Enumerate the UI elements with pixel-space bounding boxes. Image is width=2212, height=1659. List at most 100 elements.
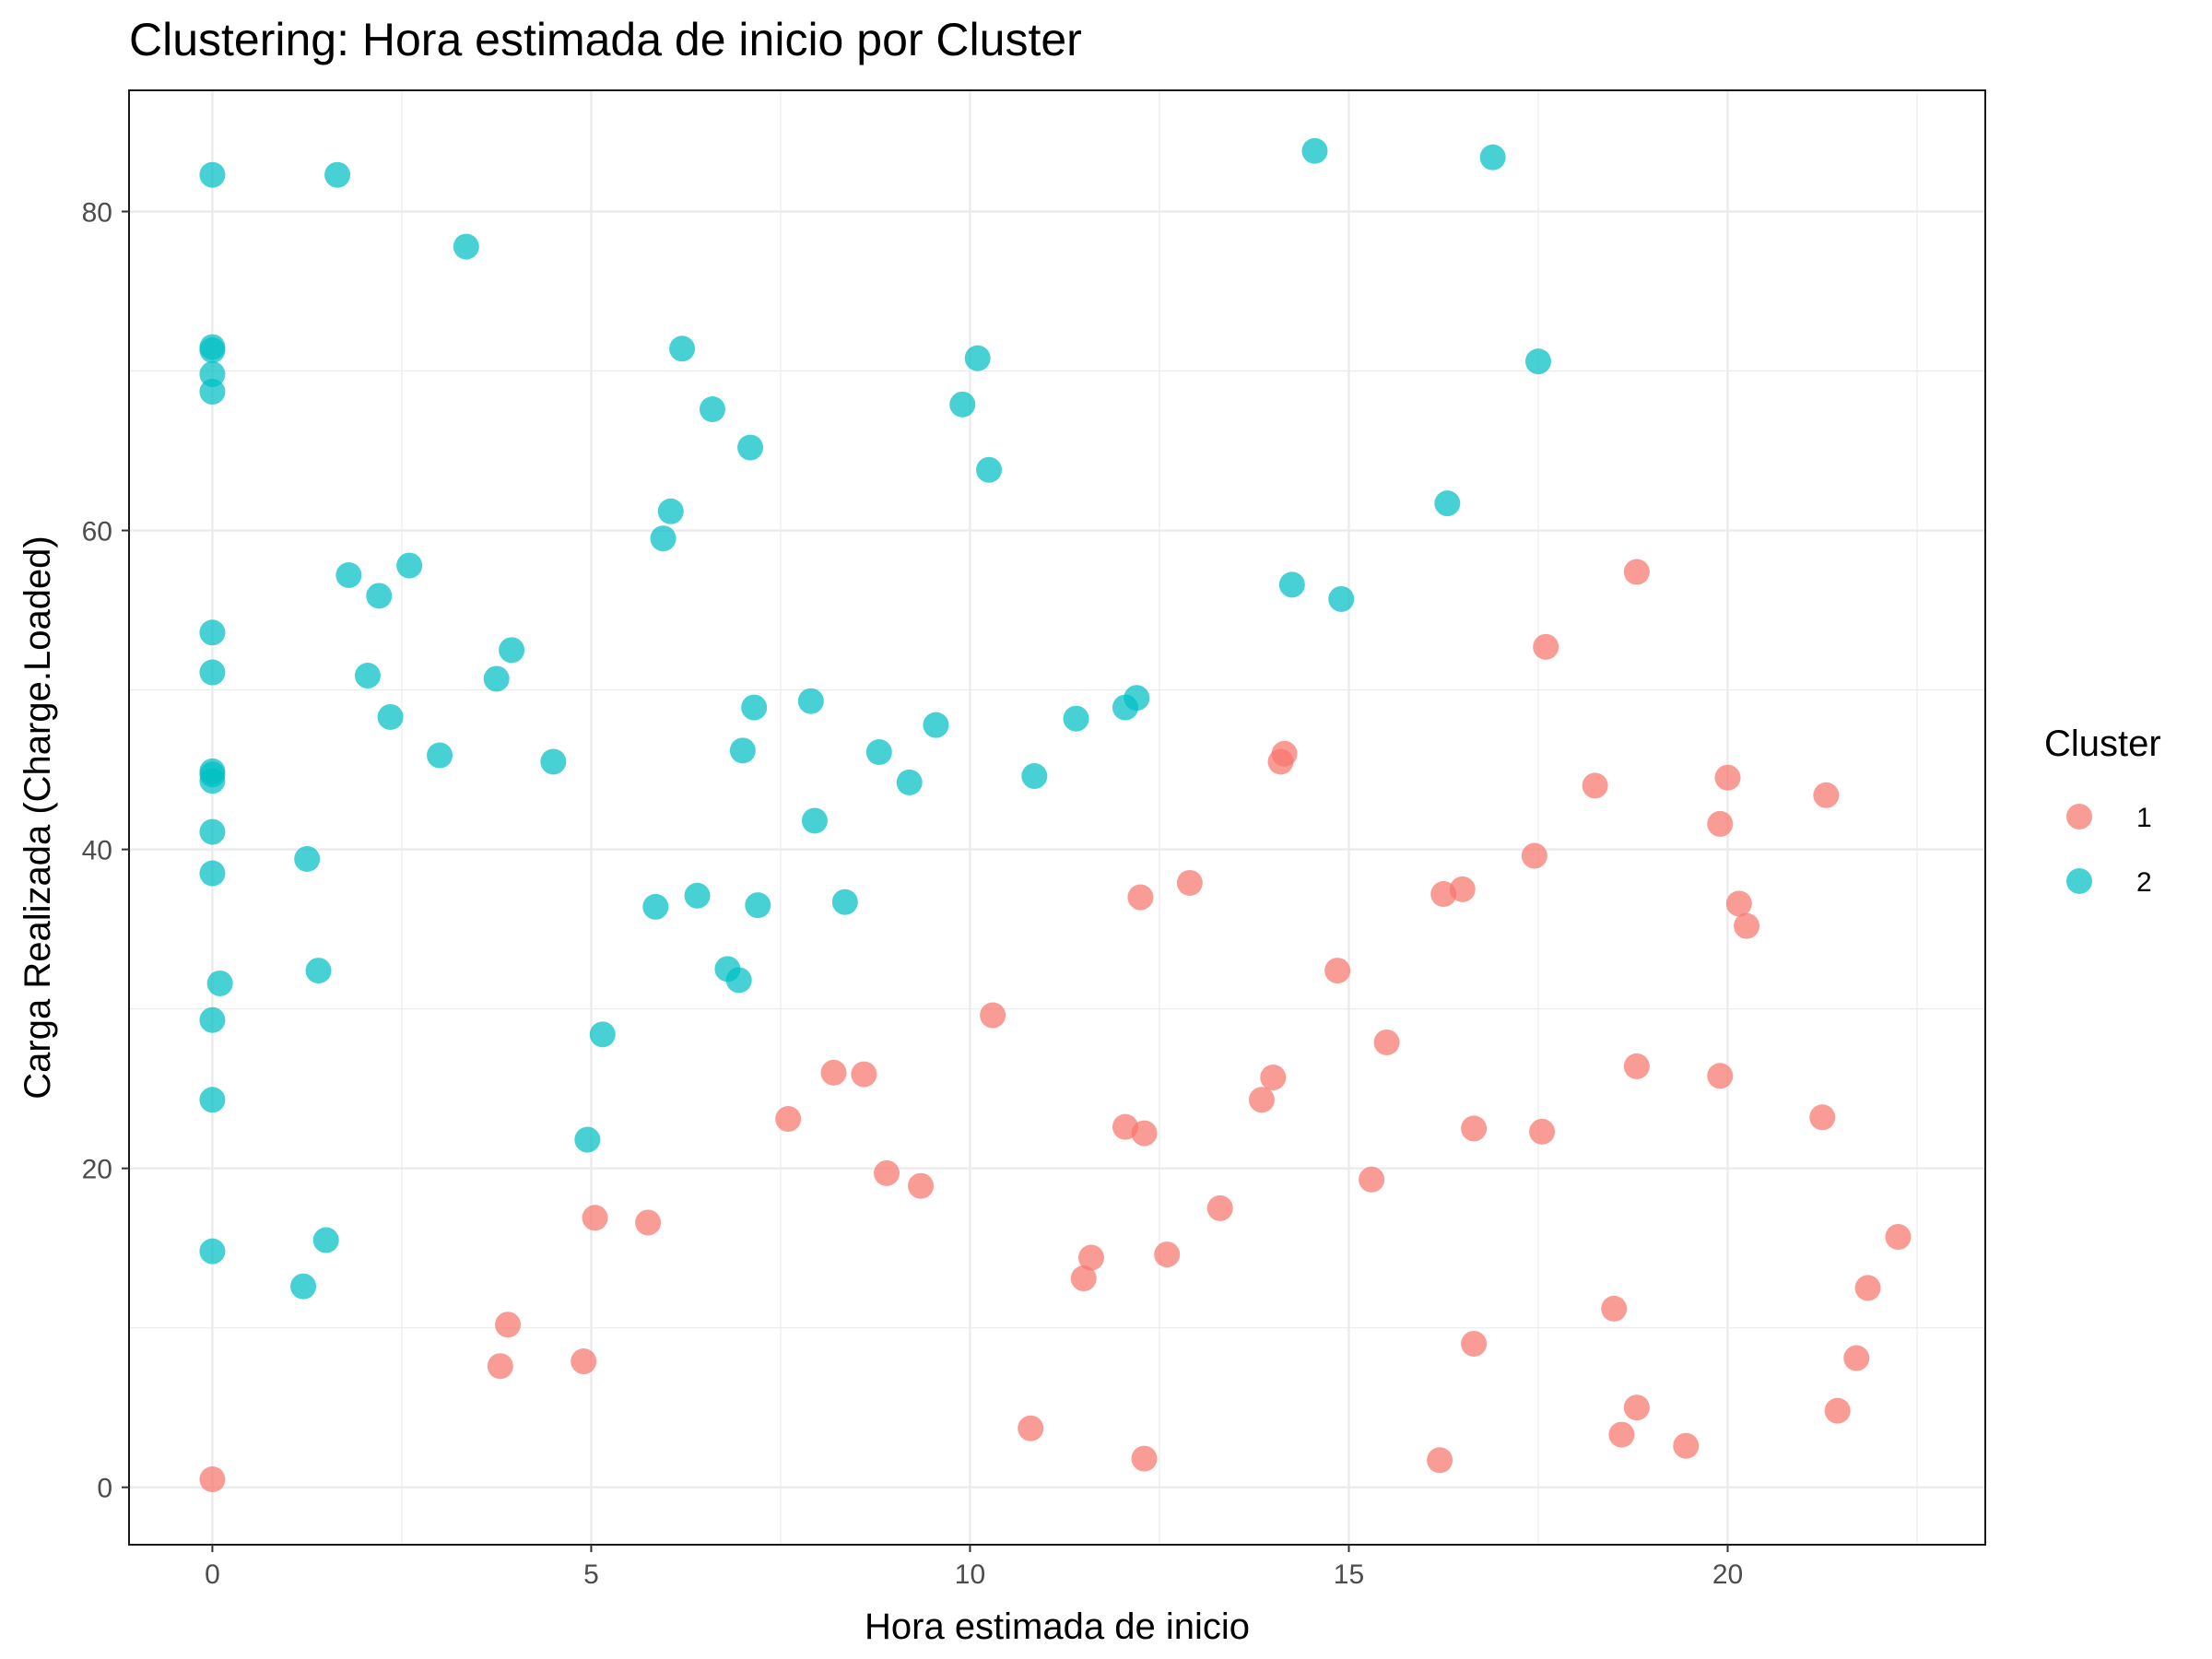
data-point-cluster-2 xyxy=(206,970,233,996)
data-point-cluster-1 xyxy=(1154,1241,1181,1268)
data-point-cluster-2 xyxy=(741,694,768,721)
data-point-cluster-2 xyxy=(1124,685,1150,712)
data-point-cluster-1 xyxy=(1359,1166,1385,1193)
data-point-cluster-2 xyxy=(1479,144,1506,171)
data-point-cluster-1 xyxy=(1260,1065,1287,1091)
data-point-cluster-1 xyxy=(1843,1345,1870,1371)
data-point-cluster-2 xyxy=(574,1126,601,1153)
data-point-cluster-2 xyxy=(305,958,332,984)
data-point-cluster-2 xyxy=(797,688,824,714)
data-point-cluster-1 xyxy=(1248,1087,1275,1113)
data-point-cluster-2 xyxy=(923,712,949,738)
y-tick-label: 0 xyxy=(97,1474,112,1504)
data-point-cluster-1 xyxy=(1427,1447,1453,1474)
data-point-cluster-2 xyxy=(312,1227,339,1253)
data-point-cluster-1 xyxy=(1608,1421,1635,1448)
data-point-cluster-1 xyxy=(1707,810,1734,837)
data-point-cluster-2 xyxy=(1278,571,1305,598)
data-point-cluster-2 xyxy=(199,659,226,686)
y-axis-ticks: 0 20 40 60 80 xyxy=(82,198,129,1504)
data-point-cluster-2 xyxy=(1301,137,1328,164)
data-point-cluster-2 xyxy=(1021,763,1048,790)
data-point-cluster-2 xyxy=(483,665,510,692)
data-point-cluster-1 xyxy=(1714,764,1741,791)
data-point-cluster-1 xyxy=(1854,1275,1881,1301)
x-tick-label: 15 xyxy=(1334,1559,1364,1590)
data-point-cluster-1 xyxy=(1271,740,1298,767)
data-point-cluster-1 xyxy=(1131,1445,1158,1472)
data-point-cluster-1 xyxy=(1373,1029,1400,1055)
data-point-cluster-2 xyxy=(335,562,362,588)
data-point-cluster-1 xyxy=(1809,1104,1836,1131)
data-point-cluster-2 xyxy=(725,967,752,994)
legend-items: 12 xyxy=(2066,803,2152,898)
data-point-cluster-2 xyxy=(366,582,393,609)
data-point-cluster-2 xyxy=(642,893,669,920)
data-point-cluster-1 xyxy=(775,1106,802,1133)
data-point-cluster-2 xyxy=(199,818,226,845)
data-point-cluster-2 xyxy=(294,845,321,872)
data-point-cluster-2 xyxy=(453,233,479,260)
data-point-cluster-2 xyxy=(540,748,567,775)
grid-minor xyxy=(129,90,1985,1545)
data-point-cluster-2 xyxy=(896,769,923,795)
data-point-cluster-2 xyxy=(199,1238,226,1265)
data-point-cluster-1 xyxy=(1734,912,1760,939)
data-point-cluster-1 xyxy=(1824,1397,1851,1424)
data-point-cluster-1 xyxy=(571,1348,597,1375)
data-point-cluster-1 xyxy=(1461,1330,1488,1357)
plot-background xyxy=(129,90,1985,1545)
data-point-cluster-1 xyxy=(1131,1120,1158,1147)
data-point-cluster-1 xyxy=(487,1353,513,1380)
data-point-cluster-1 xyxy=(874,1159,900,1186)
data-point-cluster-2 xyxy=(199,1087,226,1113)
data-point-cluster-2 xyxy=(199,334,226,360)
data-point-cluster-1 xyxy=(1461,1115,1488,1142)
data-point-cluster-2 xyxy=(831,888,858,915)
x-tick-label: 5 xyxy=(583,1559,599,1590)
data-point-cluster-1 xyxy=(851,1061,877,1088)
data-point-cluster-1 xyxy=(1449,876,1476,902)
data-point-cluster-1 xyxy=(1885,1224,1912,1251)
data-point-cluster-2 xyxy=(354,663,381,689)
data-point-cluster-1 xyxy=(908,1172,935,1199)
data-point-cluster-2 xyxy=(964,345,991,371)
data-point-cluster-2 xyxy=(199,768,226,794)
y-tick-label: 40 xyxy=(82,836,112,866)
data-point-cluster-2 xyxy=(737,434,764,461)
data-point-cluster-2 xyxy=(199,379,226,406)
data-point-cluster-1 xyxy=(1521,842,1547,869)
data-point-cluster-2 xyxy=(976,456,1003,483)
data-point-cluster-1 xyxy=(1813,782,1840,808)
data-point-cluster-1 xyxy=(980,1002,1006,1029)
data-point-cluster-1 xyxy=(1623,1394,1650,1421)
data-point-cluster-2 xyxy=(589,1021,616,1048)
data-point-cluster-1 xyxy=(1018,1415,1044,1441)
x-tick-label: 10 xyxy=(955,1559,985,1590)
data-point-cluster-2 xyxy=(657,498,684,524)
data-point-cluster-2 xyxy=(199,619,226,646)
y-tick-label: 80 xyxy=(82,198,112,229)
x-tick-label: 20 xyxy=(1712,1559,1743,1590)
legend-label-1: 1 xyxy=(2136,803,2152,833)
legend-key-1 xyxy=(2066,804,2092,830)
legend-key-2 xyxy=(2066,868,2092,894)
data-point-cluster-2 xyxy=(865,739,892,766)
data-point-cluster-1 xyxy=(1601,1295,1628,1322)
x-tick-label: 0 xyxy=(205,1559,220,1590)
plot-border xyxy=(128,89,1986,1546)
data-point-cluster-2 xyxy=(729,737,756,764)
data-point-cluster-2 xyxy=(650,525,677,552)
data-point-cluster-2 xyxy=(396,552,423,579)
data-point-cluster-2 xyxy=(801,807,828,834)
data-point-cluster-1 xyxy=(495,1312,522,1338)
data-point-cluster-1 xyxy=(1582,772,1608,799)
data-point-cluster-1 xyxy=(1206,1194,1233,1221)
data-point-cluster-2 xyxy=(1434,490,1461,517)
legend-label-2: 2 xyxy=(2136,867,2152,898)
data-point-cluster-1 xyxy=(1176,869,1203,896)
legend-title: Cluster xyxy=(2044,724,2161,764)
data-point-cluster-2 xyxy=(427,742,453,769)
data-point-cluster-2 xyxy=(290,1273,317,1300)
data-point-cluster-1 xyxy=(1623,1053,1650,1079)
